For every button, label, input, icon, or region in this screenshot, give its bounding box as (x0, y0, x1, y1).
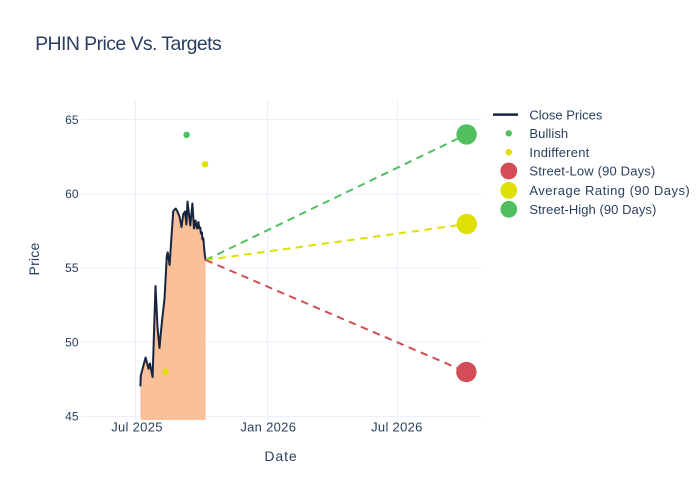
svg-text:Bullish: Bullish (529, 126, 568, 141)
svg-text:Jul 2025: Jul 2025 (111, 420, 163, 435)
svg-text:Jan 2026: Jan 2026 (240, 420, 296, 435)
svg-text:Street-Low (90 Days): Street-Low (90 Days) (529, 164, 655, 179)
svg-text:Average Rating (90 Days): Average Rating (90 Days) (529, 183, 690, 198)
svg-text:Date: Date (264, 448, 297, 464)
svg-text:50: 50 (65, 335, 79, 349)
svg-text:65: 65 (65, 113, 79, 127)
svg-text:Close Prices: Close Prices (529, 107, 602, 122)
svg-text:55: 55 (65, 261, 79, 275)
svg-text:60: 60 (65, 187, 79, 201)
svg-text:Indifferent: Indifferent (529, 145, 589, 160)
svg-text:45: 45 (65, 410, 79, 424)
svg-text:Street-High (90 Days): Street-High (90 Days) (529, 202, 656, 217)
svg-text:Price: Price (26, 243, 42, 276)
svg-text:PHIN Price Vs. Targets: PHIN Price Vs. Targets (35, 33, 222, 55)
svg-text:Jul 2026: Jul 2026 (371, 420, 423, 435)
